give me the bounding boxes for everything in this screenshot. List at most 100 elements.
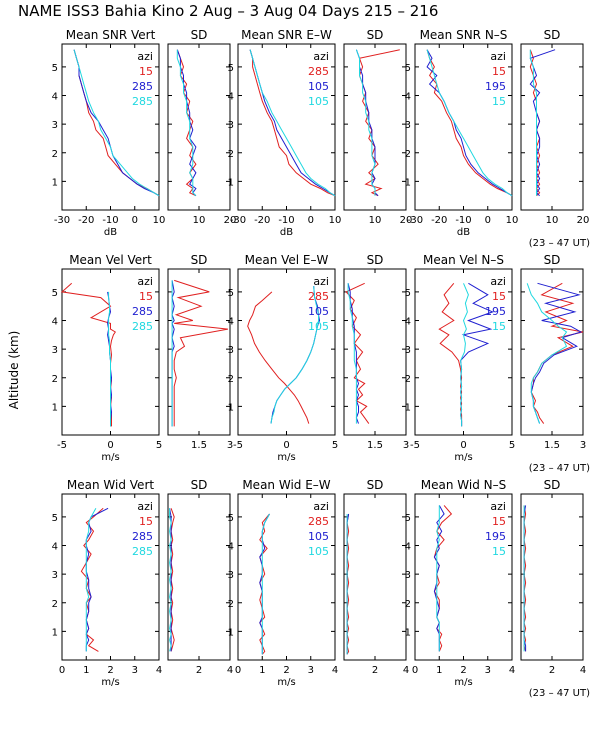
plot-frame <box>343 268 407 436</box>
x-tick-label: -5 <box>57 440 67 451</box>
x-tick-label: 0 <box>59 665 65 676</box>
y-tick-label: 5 <box>228 513 234 524</box>
panel-7: Mean Vel Vert 1 2 3 4 5 -5 0 5 m/s azi 15 285 285 <box>52 253 163 463</box>
series-line-105 <box>261 513 270 655</box>
x-tick-label: 0 <box>132 215 138 226</box>
x-tick-label: 3 <box>485 665 491 676</box>
series-line-15 <box>436 505 440 652</box>
panel-title: Mean SNR N–S <box>420 28 508 42</box>
legend-entry: 15 <box>492 515 506 528</box>
x-tick-label: 0 <box>308 215 314 226</box>
panel-title: SD <box>544 478 561 492</box>
series-line-285 <box>85 508 97 652</box>
legend-entry: 105 <box>308 80 329 93</box>
legend-entry: 15 <box>139 65 153 78</box>
x-tick-label: 0 <box>107 440 113 451</box>
panel-3: Mean SNR E–W 1 2 3 4 5 -30 -20 -10 0 10 dB azi 285 105… <box>228 28 342 238</box>
legend-entry: 105 <box>308 305 329 318</box>
series-line-285 <box>249 49 336 197</box>
x-axis-label: m/s <box>277 677 295 688</box>
legend-header: azi <box>137 275 153 288</box>
legend-header: azi <box>313 500 329 513</box>
y-tick-label: 5 <box>405 513 411 524</box>
series-line-105 <box>249 49 336 197</box>
legend-entry: 15 <box>139 515 153 528</box>
x-tick-label: -30 <box>230 215 246 226</box>
x-tick-label: 0 <box>460 440 466 451</box>
x-tick-label: 5 <box>509 440 515 451</box>
panel-title: SD <box>367 478 384 492</box>
x-tick-label: 1 <box>83 665 89 676</box>
series-line-105 <box>270 286 319 424</box>
legend-entry: 15 <box>492 65 506 78</box>
x-tick-label: -10 <box>455 215 471 226</box>
y-tick-label: 2 <box>52 149 58 160</box>
series-line-285 <box>345 282 370 424</box>
panel-14: SD 2 4 <box>167 478 233 676</box>
panel-8: SD 1.5 3 <box>167 253 233 451</box>
y-tick-label: 2 <box>228 599 234 610</box>
x-tick-label: 0 <box>412 665 418 676</box>
panel-16: SD 2 4 <box>343 478 409 676</box>
panel-1: Mean SNR Vert 1 2 3 4 5 -30 -20 -10 0 10 dB azi 15 285… <box>52 28 166 238</box>
plot-frame <box>167 43 231 211</box>
y-tick-label: 4 <box>405 317 411 328</box>
x-tick-label: 1 <box>259 665 265 676</box>
y-tick-label: 3 <box>52 345 58 356</box>
y-tick-label: 5 <box>52 63 58 74</box>
legend-entry: 285 <box>308 65 329 78</box>
x-tick-label: 2 <box>460 665 466 676</box>
x-tick-label: -30 <box>54 215 70 226</box>
panel-title: Mean Vel Vert <box>69 253 152 267</box>
legend-header: azi <box>490 50 506 63</box>
x-tick-label: 5 <box>332 440 338 451</box>
x-tick-label: 1.5 <box>544 440 560 451</box>
legend-entry: 15 <box>492 290 506 303</box>
y-tick-label: 3 <box>228 345 234 356</box>
y-tick-label: 1 <box>52 627 58 638</box>
plot-frame <box>520 43 584 211</box>
x-tick-label: 4 <box>227 665 233 676</box>
legend-entry: 105 <box>308 95 329 108</box>
x-axis-label: m/s <box>454 677 472 688</box>
x-tick-label: 3 <box>132 665 138 676</box>
x-tick-label: 10 <box>369 215 382 226</box>
y-tick-label: 3 <box>52 120 58 131</box>
y-tick-label: 4 <box>228 92 234 103</box>
x-tick-label: 10 <box>506 215 519 226</box>
x-tick-label: 20 <box>224 215 237 226</box>
panel-13: Mean Wid Vert 1 2 3 4 5 0 1 2 3 4 m/s azi 15 285 285 <box>52 478 163 688</box>
legend-entry: 285 <box>132 320 153 333</box>
x-tick-label: 2 <box>196 665 202 676</box>
legend-entry: 195 <box>485 80 506 93</box>
panel-title: Mean Vel E–W <box>245 253 329 267</box>
y-tick-label: 4 <box>228 317 234 328</box>
panel-5: Mean SNR N–S 1 2 3 4 5 -30 -20 -10 0 10 dB azi 15 195 1… <box>405 28 519 238</box>
panel-title: Mean SNR Vert <box>66 28 156 42</box>
legend-entry: 105 <box>308 545 329 558</box>
legend-header: azi <box>313 50 329 63</box>
y-tick-label: 4 <box>405 542 411 553</box>
x-tick-label: 3 <box>580 440 586 451</box>
y-tick-label: 2 <box>52 599 58 610</box>
x-axis-label: dB <box>457 227 470 238</box>
x-tick-label: 2 <box>372 665 378 676</box>
x-tick-label: 3 <box>403 440 409 451</box>
y-tick-label: 2 <box>52 374 58 385</box>
series-line-15 <box>460 283 469 427</box>
plot-frame <box>343 493 407 661</box>
x-tick-label: 0 <box>485 215 491 226</box>
x-tick-label: 4 <box>156 665 162 676</box>
legend-entry: 285 <box>132 305 153 318</box>
series-line-285 <box>259 513 270 655</box>
series-line-15 <box>526 283 568 424</box>
series-line-285 <box>73 49 160 197</box>
x-tick-label: -20 <box>78 215 94 226</box>
y-tick-label: 4 <box>52 542 58 553</box>
y-tick-label: 1 <box>52 402 58 413</box>
series-line-195 <box>529 49 556 197</box>
legend-entry: 285 <box>132 545 153 558</box>
series-line-15 <box>173 279 228 427</box>
legend-header: azi <box>313 275 329 288</box>
legend-entry: 285 <box>132 530 153 543</box>
